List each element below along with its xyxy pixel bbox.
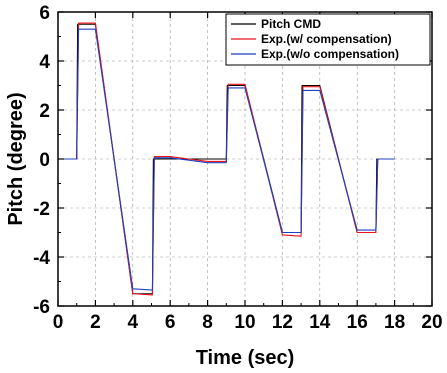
y-axis-label: Pitch (degree) [5, 92, 27, 225]
y-tick-label: 0 [39, 150, 50, 171]
x-tick-label: 6 [165, 312, 176, 333]
y-tick-label: 2 [39, 101, 50, 122]
x-tick-label: 4 [128, 312, 139, 333]
x-tick-label: 18 [384, 312, 405, 333]
legend-label-1: Pitch CMD [261, 17, 321, 31]
x-tick-label: 12 [272, 312, 293, 333]
x-tick-label: 10 [234, 312, 255, 333]
x-tick-label: 0 [53, 312, 64, 333]
x-tick-label: 8 [202, 312, 213, 333]
x-tick-label: 16 [347, 312, 368, 333]
legend-label-3: Exp.(w/o compensation) [261, 47, 399, 61]
x-tick-label: 2 [90, 312, 101, 333]
x-tick-label: 20 [421, 312, 442, 333]
legend-label-2: Exp.(w/ compensation) [261, 32, 392, 46]
y-tick-label: 6 [39, 3, 50, 24]
y-tick-label: 4 [39, 52, 50, 73]
series-line-3 [58, 28, 395, 291]
y-tick-label: -4 [33, 248, 50, 269]
x-tick-label: 14 [309, 312, 331, 333]
legend-box [225, 13, 431, 66]
y-tick-label: -2 [33, 199, 50, 220]
x-axis-label: Time (sec) [196, 347, 295, 369]
y-tick-label: -6 [33, 297, 50, 318]
series-layer [58, 22, 395, 296]
